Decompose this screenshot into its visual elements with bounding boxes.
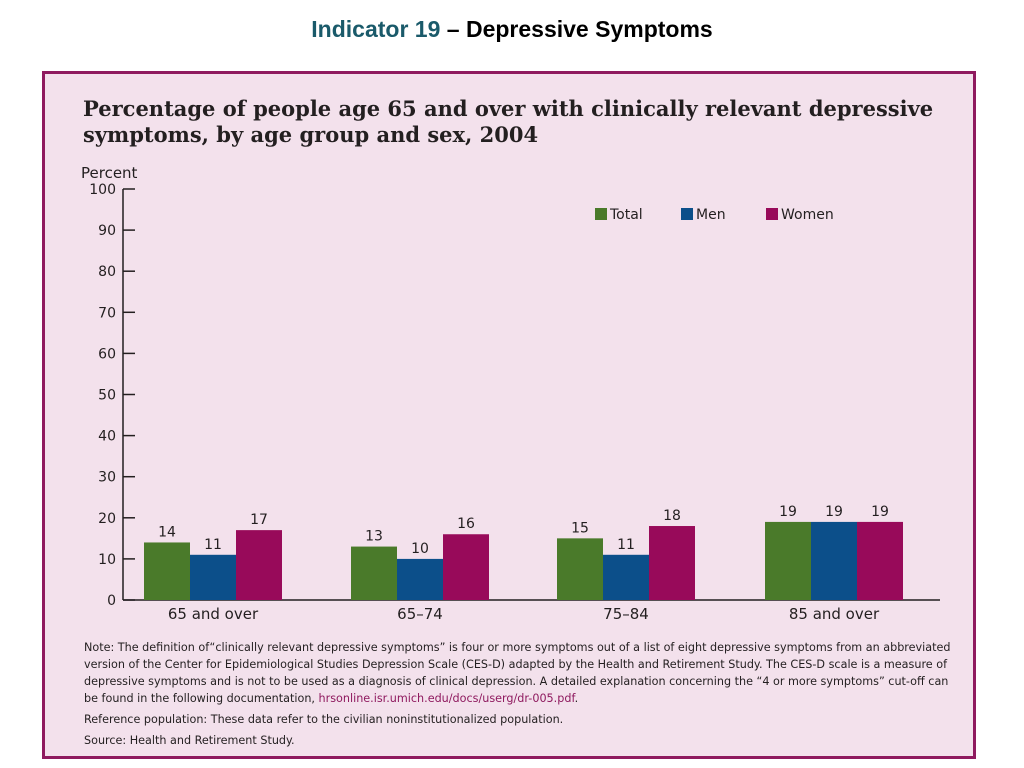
x-tick-label: 65 and over [168,605,259,623]
source-note: Source: Health and Retirement Study. [84,734,295,747]
y-tick-label: 60 [98,346,116,362]
legend-label: Men [696,207,726,223]
slide-title-indicator: Indicator 19 [311,16,441,42]
data-label: 17 [250,512,268,528]
data-label: 19 [871,504,889,520]
legend-swatch [595,208,607,220]
note-end: . [574,692,579,705]
x-tick-label: 65–74 [397,605,443,623]
chart-notes: Note: The definition of“clinically relev… [84,639,954,753]
reference-population: Reference population: These data refer t… [84,713,564,726]
data-label: 10 [411,541,429,557]
y-axis-label: Percent [81,164,138,182]
legend-label: Women [781,207,834,223]
y-tick-label: 10 [98,552,116,568]
bar [649,526,695,600]
y-tick-label: 30 [98,470,116,486]
y-tick-label: 50 [98,388,116,404]
bar [190,554,236,600]
bar-chart: Percent 0 10 20 30 40 50 60 70 80 90 100 14 11 17 65 an… [81,164,940,623]
data-label: 15 [571,520,589,536]
bar [811,521,857,600]
y-tick-label: 40 [98,429,116,445]
data-label: 11 [204,537,222,553]
y-tick-label: 100 [89,182,116,198]
x-tick-label: 75–84 [603,605,649,623]
bar [765,521,811,600]
y-tick-label: 20 [98,511,116,527]
y-tick-label: 0 [107,593,116,609]
y-tick-label: 80 [98,264,116,280]
documentation-link[interactable]: hrsonline.isr.umich.edu/docs/userg/dr-00… [318,692,575,705]
x-tick-label: 85 and over [789,605,880,623]
data-label: 16 [457,516,475,532]
bar [351,546,397,600]
y-tick-label: 90 [98,223,116,239]
bar [144,542,190,600]
data-label: 19 [825,504,843,520]
data-label: 14 [158,524,176,540]
y-tick-label: 70 [98,305,116,321]
legend-swatch [766,208,778,220]
bar [857,521,903,600]
data-label: 18 [663,508,681,524]
bar [443,534,489,600]
bar [557,538,603,600]
bar [236,530,282,600]
legend-label: Total [609,207,643,223]
note-paragraph: Note: The definition of“clinically relev… [84,639,954,707]
data-label: 11 [617,537,635,553]
chart-title: Percentage of people age 65 and over wit… [83,96,934,147]
data-label: 19 [779,504,797,520]
data-label: 13 [365,529,383,545]
slide-title: Indicator 19 – Depressive Symptoms [0,16,1024,43]
note-text: Note: The definition of“clinically relev… [84,641,951,705]
chart-panel: Percentage of people age 65 and over wit… [42,71,976,759]
slide-title-topic: – Depressive Symptoms [440,16,713,42]
bar [397,558,443,600]
legend-swatch [681,208,693,220]
bar [603,554,649,600]
